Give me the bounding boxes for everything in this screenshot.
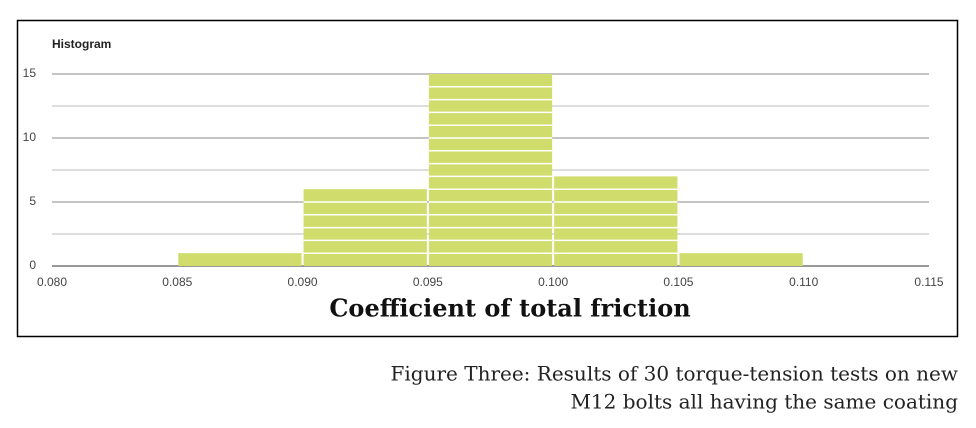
x-axis-label: Coefficient of total friction — [329, 294, 690, 323]
bar — [428, 74, 553, 266]
chart-title: Histogram — [52, 37, 111, 51]
y-tick-label: 10 — [23, 130, 37, 144]
x-tick-label: 0.095 — [413, 275, 443, 289]
y-tick-label: 0 — [29, 258, 36, 272]
caption-line: Figure Three: Results of 30 torque-tensi… — [391, 362, 958, 386]
y-tick-label: 15 — [23, 66, 37, 80]
bar — [554, 176, 678, 266]
y-tick-label: 5 — [29, 194, 36, 208]
x-tick-label: 0.080 — [37, 275, 67, 289]
x-tick-label: 0.115 — [914, 275, 943, 289]
x-tick-label: 0.085 — [162, 275, 192, 289]
caption-line: M12 bolts all having the same coating — [570, 390, 958, 414]
x-tick-label: 0.105 — [663, 275, 693, 289]
x-tick-label: 0.110 — [789, 275, 818, 289]
bar — [679, 253, 803, 266]
x-tick-label: 0.090 — [288, 275, 318, 289]
x-tick-label: 0.100 — [538, 275, 568, 289]
bar — [178, 253, 302, 266]
